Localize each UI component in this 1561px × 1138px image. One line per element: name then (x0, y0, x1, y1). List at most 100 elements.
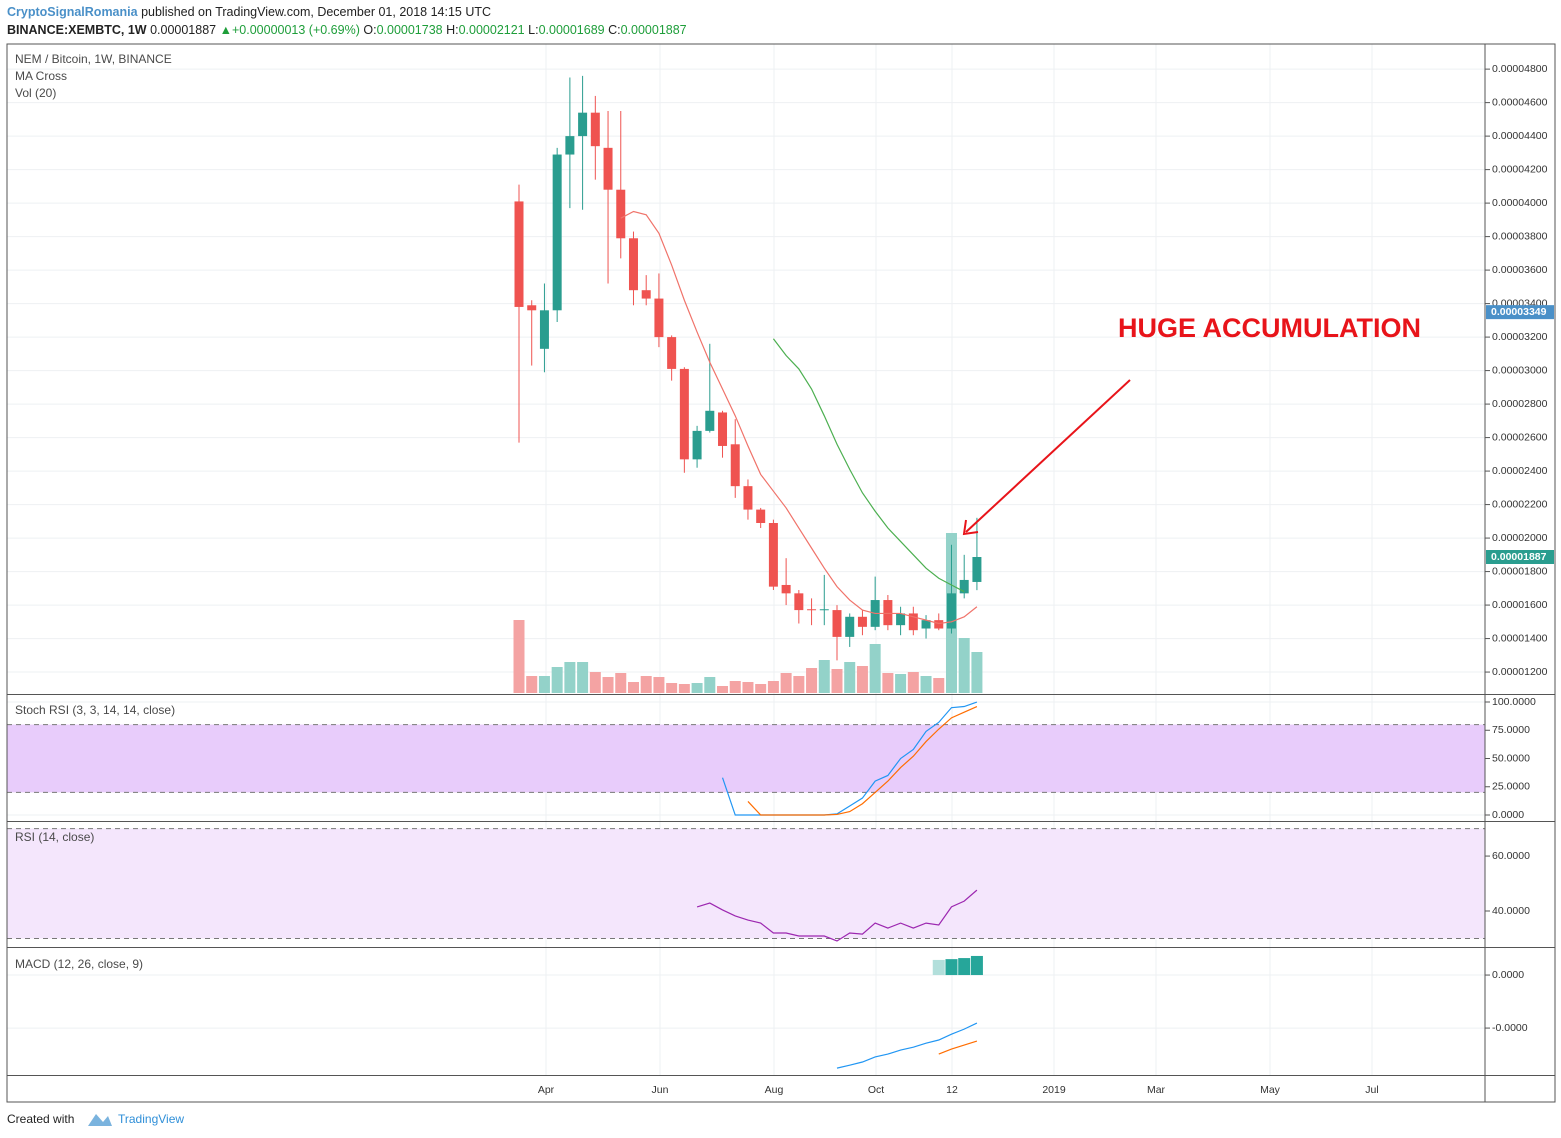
ohlc-c-label: C: (608, 23, 621, 37)
candle-body (718, 412, 728, 446)
candle-body (972, 556, 982, 582)
y-tick-label: 0.0000 (1492, 969, 1524, 981)
pane-title: Stoch RSI (3, 3, 14, 14, close) (15, 703, 175, 717)
y-tick-label: 0.00001600 (1492, 599, 1548, 611)
y-tick-label: 0.00004800 (1492, 63, 1548, 75)
candle-body (692, 430, 702, 460)
candle-body (641, 290, 651, 299)
candle-body (730, 444, 740, 487)
band (7, 828, 1485, 939)
volume-bar (806, 668, 818, 693)
candle-body (743, 486, 753, 510)
y-tick-label: 0.00001800 (1492, 565, 1548, 577)
candle-body (908, 613, 918, 631)
candle-body (705, 410, 715, 431)
y-tick-label: 0.00002000 (1492, 532, 1548, 544)
volume-bar (831, 669, 843, 693)
candle-body (514, 201, 524, 307)
line-series (938, 1040, 978, 1055)
volume-bar (869, 644, 881, 693)
candle-body (883, 600, 893, 626)
y-tick-label: 0.00004400 (1492, 130, 1548, 142)
y-tick-label: 0.00001400 (1492, 632, 1548, 644)
x-tick-label: Apr (538, 1084, 555, 1096)
annotation-arrow (965, 379, 1131, 533)
volume-bar (513, 620, 525, 693)
y-tick-label: 0.00003800 (1492, 230, 1548, 242)
candle-body (628, 238, 638, 291)
x-tick-label: Jul (1365, 1084, 1378, 1096)
y-tick-label: 50.0000 (1492, 752, 1530, 764)
price: 0.00001887 (150, 23, 217, 37)
x-tick-label: 2019 (1042, 1084, 1066, 1096)
x-tick-label: Oct (868, 1084, 884, 1096)
marks (513, 75, 983, 1069)
line-series (836, 1022, 978, 1069)
y-tick-label: 0.00003000 (1492, 364, 1548, 376)
ohlc-h-label: H: (446, 23, 459, 37)
volume-bar (729, 681, 741, 693)
x-tick-label: Aug (765, 1084, 784, 1096)
x-tick-label: Jun (652, 1084, 669, 1096)
change: +0.00000013 (+0.69%) (231, 23, 360, 37)
candle-body (819, 609, 829, 611)
candle-body (603, 147, 613, 190)
up-triangle: ▲ (219, 23, 232, 37)
annotation: HUGE ACCUMULATION (1118, 313, 1421, 343)
histogram-bar (958, 958, 971, 976)
price-label-box (1486, 549, 1554, 564)
candle-body (552, 154, 562, 311)
volume-bar (856, 666, 868, 693)
volume-bar (971, 652, 983, 693)
volume-bar (653, 677, 665, 693)
candle-body (832, 610, 842, 637)
volume-bar (742, 682, 754, 693)
histogram-bar (932, 959, 945, 976)
volume-bar (538, 676, 550, 693)
candle-body (565, 136, 575, 155)
volume-bar (551, 667, 563, 693)
candle-body (539, 310, 549, 349)
candle-body (590, 112, 600, 147)
author[interactable]: CryptoSignalRomania (7, 5, 138, 19)
volume-bar (704, 677, 716, 693)
y-tick-label: 60.0000 (1492, 850, 1530, 862)
volume-bar (691, 683, 703, 693)
y-tick-label: -0.0000 (1492, 1022, 1528, 1034)
price-label-box (1486, 305, 1554, 320)
volume-bar (958, 638, 970, 693)
publish-line: CryptoSignalRomania published on Trading… (7, 3, 687, 21)
candle-body (896, 613, 906, 626)
footer-brand[interactable]: TradingView (118, 1112, 184, 1126)
legend-entry: MA Cross (15, 69, 67, 83)
candle-body (768, 523, 778, 587)
y-tick-label: 25.0000 (1492, 781, 1530, 793)
volume-bar (920, 676, 932, 693)
volume-bar (602, 677, 614, 693)
histogram-bar (945, 959, 958, 976)
ohlc-o: 0.00001738 (376, 23, 443, 37)
y-tick-label: 0.00004000 (1492, 197, 1548, 209)
arrow-head (962, 519, 979, 536)
x-tick-label: Mar (1147, 1084, 1166, 1096)
y-tick-label: 40.0000 (1492, 905, 1530, 917)
line-series (620, 210, 978, 625)
legend-entry: Vol (20) (15, 86, 56, 100)
candle-body (807, 609, 817, 611)
candle-body (959, 579, 969, 594)
candle-body (654, 298, 664, 338)
ohlc-o-label: O: (363, 23, 377, 37)
candle-body (679, 368, 689, 460)
frame (6, 43, 1556, 1103)
volume-bar (882, 673, 894, 693)
band (7, 724, 1485, 793)
candle-body (857, 616, 867, 627)
symbol: BINANCE:XEMBTC, 1W (7, 23, 147, 37)
volume-bar (640, 676, 652, 693)
y-tick-label: 0.00004200 (1492, 163, 1548, 175)
candle-body (578, 112, 588, 137)
y-tick-label: 0.00001200 (1492, 666, 1548, 678)
tv-logo (88, 1114, 112, 1126)
chart-title: NEM / Bitcoin, 1W, BINANCE (15, 52, 172, 66)
